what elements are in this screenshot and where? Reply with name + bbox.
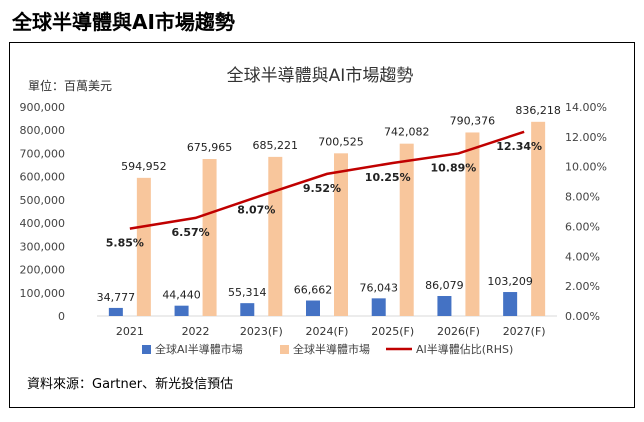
semi-bar-data-label: 675,965	[187, 141, 233, 154]
global-semiconductor-bar	[136, 177, 151, 316]
share-data-label: 10.25%	[365, 171, 411, 184]
left-tick-label: 800,000	[20, 124, 66, 137]
x-tick-label: 2022	[182, 325, 210, 338]
ai-semiconductor-bar	[437, 296, 452, 316]
legend-swatch	[280, 345, 289, 354]
x-tick-label: 2021	[116, 325, 144, 338]
left-tick-label: 500,000	[20, 194, 66, 207]
unit-label: 單位：百萬美元	[28, 78, 112, 93]
ai-bar-data-label: 44,440	[162, 289, 201, 302]
left-tick-label: 600,000	[20, 171, 66, 184]
right-tick-label: 6.00%	[565, 220, 600, 233]
right-tick-label: 8.00%	[565, 191, 600, 204]
ai-bar-data-label: 66,662	[294, 284, 333, 297]
ai-share-line	[129, 130, 525, 230]
global-semiconductor-bar	[202, 159, 217, 316]
semi-bar-data-label: 790,376	[450, 114, 496, 127]
share-data-label: 8.07%	[237, 204, 275, 217]
share-data-label: 9.52%	[303, 182, 341, 195]
right-tick-label: 2.00%	[565, 280, 600, 293]
share-data-label: 6.57%	[171, 226, 209, 239]
semi-bar-data-label: 836,218	[515, 104, 561, 117]
global-semiconductor-bar	[531, 121, 546, 316]
right-tick-label: 12.00%	[565, 131, 607, 144]
ai-semiconductor-bar	[240, 303, 255, 316]
share-data-label: 5.85%	[106, 237, 144, 250]
semi-bar-data-label: 685,221	[253, 139, 299, 152]
ai-semiconductor-bar	[306, 300, 320, 316]
semi-bar-data-label: 594,952	[121, 160, 167, 173]
chart-title: 全球半導體與AI市場趨勢	[227, 66, 414, 86]
ai-bar-data-label: 86,079	[425, 279, 464, 292]
x-tick-label: 2027(F)	[503, 325, 546, 338]
semi-bar-data-label: 700,525	[318, 135, 364, 148]
chart-frame	[9, 42, 635, 408]
global-semiconductor-bar	[334, 153, 348, 316]
right-tick-label: 14.00%	[565, 101, 607, 114]
right-tick-label: 4.00%	[565, 250, 600, 263]
ai-bar-data-label: 34,777	[97, 291, 136, 304]
global-semiconductor-bar	[399, 143, 414, 316]
ai-bar-data-label: 55,314	[228, 286, 267, 299]
right-tick-label: 0.00%	[565, 310, 600, 323]
x-tick-label: 2025(F)	[371, 325, 414, 338]
right-tick-label: 10.00%	[565, 161, 607, 174]
left-tick-label: 0	[58, 310, 65, 323]
left-tick-label: 900,000	[20, 101, 66, 114]
global-semiconductor-bar	[268, 156, 283, 316]
x-tick-label: 2023(F)	[240, 325, 283, 338]
ai-semiconductor-bar	[174, 305, 189, 316]
source-note: 資料來源：Gartner、新光投信預估	[27, 377, 234, 392]
left-tick-label: 100,000	[20, 287, 66, 300]
share-data-label: 10.89%	[431, 161, 477, 174]
legend-label: 全球AI半導體市場	[155, 342, 243, 356]
ai-semiconductor-bar	[108, 307, 123, 316]
ai-semiconductor-bar	[371, 298, 386, 316]
legend-label: 全球半導體市場	[293, 342, 370, 356]
legend-label: AI半導體佔比(RHS)	[416, 342, 513, 356]
legend-swatch	[142, 345, 151, 354]
page-heading: 全球半導體與AI市場趨勢	[12, 10, 235, 34]
ai-bar-data-label: 103,209	[487, 275, 533, 288]
left-tick-label: 200,000	[20, 264, 66, 277]
ai-bar-data-label: 76,043	[359, 281, 398, 294]
left-tick-label: 400,000	[20, 217, 66, 230]
left-tick-label: 700,000	[20, 147, 66, 160]
x-tick-label: 2024(F)	[306, 325, 349, 338]
ai-semiconductor-bar	[503, 292, 518, 316]
global-semiconductor-bar	[465, 132, 480, 316]
share-data-label: 12.34%	[496, 140, 542, 153]
semi-bar-data-label: 742,082	[384, 126, 430, 139]
left-tick-label: 300,000	[20, 240, 66, 253]
x-tick-label: 2026(F)	[437, 325, 480, 338]
